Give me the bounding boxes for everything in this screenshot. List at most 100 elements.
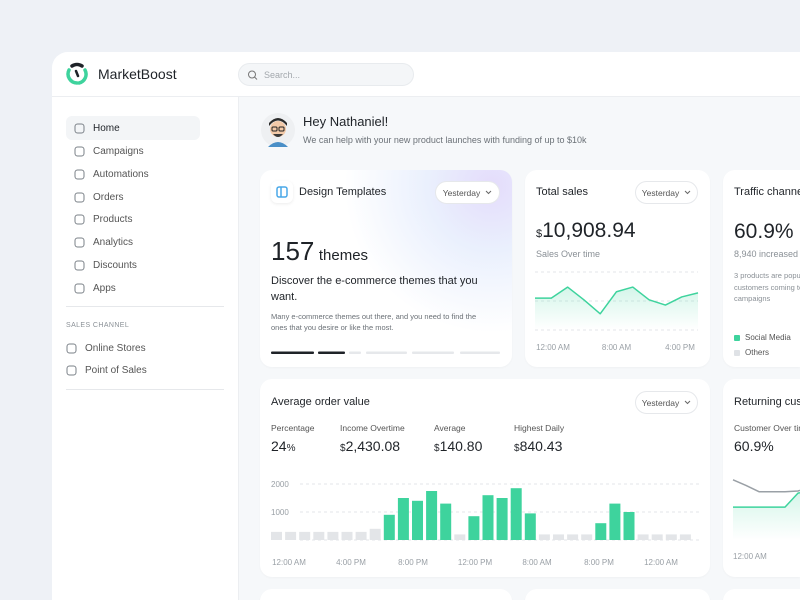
nav-item[interactable]: Apps <box>66 276 200 300</box>
section-title: SALES CHANNEL <box>66 322 130 329</box>
bar <box>454 534 466 540</box>
stat-number: 24 <box>271 438 287 454</box>
period: Yesterday <box>641 187 680 198</box>
bar <box>482 495 494 540</box>
bar <box>313 531 325 540</box>
search-box[interactable]: Search... <box>238 63 414 86</box>
app-name: MarketBoost <box>98 66 177 82</box>
bar <box>581 534 593 540</box>
x-label: 8:00 PM <box>584 558 614 567</box>
search-placeholder: Search... <box>264 69 301 80</box>
stat-currency: $ <box>434 443 440 454</box>
search-icon <box>248 70 258 80</box>
nav-label: Automations <box>93 168 149 180</box>
area-fill <box>535 287 698 330</box>
bar <box>567 534 579 540</box>
nav-item[interactable]: Campaigns <box>66 139 200 163</box>
card-title: Traffic channels <box>734 186 800 198</box>
nav-item[interactable]: Home <box>66 116 200 140</box>
nav-label: Home <box>93 122 120 134</box>
returning-value: 60.9% <box>734 438 774 454</box>
nav-item[interactable]: Products <box>66 207 200 231</box>
legend-swatch <box>734 334 740 341</box>
legend-item: Social Media <box>734 330 791 345</box>
area-fill <box>733 492 800 540</box>
nav-item[interactable]: Discounts <box>66 253 200 277</box>
nav-label: Apps <box>93 282 116 294</box>
card-peek <box>525 589 710 600</box>
amount: $10,908.94 <box>536 219 636 243</box>
x-label: 12:00 AM <box>272 558 306 567</box>
stat-unit: % <box>286 443 296 454</box>
bar <box>468 516 480 540</box>
line <box>732 479 800 493</box>
x-label: 12:00 AM <box>536 343 570 352</box>
period-dropdown[interactable]: Yesterday <box>635 181 698 204</box>
y-tick-label: 2000 <box>271 480 289 489</box>
x-label: 12:00 PM <box>458 558 493 567</box>
count: 157 <box>271 236 315 266</box>
bar <box>553 534 564 540</box>
bar <box>327 531 339 540</box>
stat-currency: $ <box>514 443 520 454</box>
bar <box>651 534 663 540</box>
order-card: Average order value Yesterday Percentage… <box>260 379 710 577</box>
nav-item[interactable]: Analytics <box>66 230 200 254</box>
stat-label: Highest Daily <box>514 423 565 433</box>
period-dropdown[interactable]: Yesterday <box>635 391 698 414</box>
period-dropdown[interactable]: Yesterday <box>435 181 500 204</box>
traffic-change: 8,940 increased <box>734 249 799 259</box>
bar <box>383 514 395 540</box>
avatar <box>261 113 295 147</box>
channel-label: Online Stores <box>85 342 146 354</box>
divider <box>66 389 224 390</box>
nav-item[interactable]: Automations <box>66 162 200 186</box>
channel-item[interactable]: Online Stores <box>58 336 192 360</box>
x-label: 8:00 PM <box>398 558 428 567</box>
description: Many e-commerce themes out there, and yo… <box>271 312 477 332</box>
period: Yesterday <box>641 397 680 408</box>
theme-count: 157 themes <box>271 236 368 267</box>
x-label: 4:00 PM <box>665 343 695 352</box>
divider <box>66 306 224 307</box>
stat-number: 840.43 <box>519 438 563 454</box>
legend-item: Others <box>734 345 791 360</box>
bar <box>397 498 409 540</box>
nav-label: Campaigns <box>93 145 144 157</box>
stat-label: Average <box>434 423 466 433</box>
bar <box>637 534 649 540</box>
nav-item[interactable]: Orders <box>66 185 200 209</box>
currency: $ <box>536 228 543 240</box>
stat-value: $840.43 <box>514 438 562 456</box>
bar <box>679 534 691 540</box>
order-chart: 1000 2000 12:00 AM 4:00 PM 8:00 PM 12:00 PM 8:… <box>271 480 700 567</box>
bar <box>341 531 353 540</box>
bar <box>623 512 635 540</box>
bar <box>524 513 536 540</box>
amount-value: 10,908.94 <box>542 219 636 242</box>
sidebar: SALES CHANNEL Home Campaigns Automations Or… <box>52 97 239 600</box>
returning-chart: 12:00 AM <box>732 479 800 561</box>
stat-value: $2,430.08 <box>340 438 400 456</box>
channel-item[interactable]: Point of Sales <box>58 358 192 382</box>
total-sales-card: Total sales Yesterday $10,908.94 Sales O… <box>525 170 710 367</box>
y-tick-label: 1000 <box>271 508 289 517</box>
x-label: 8:00 AM <box>602 343 632 352</box>
sales-chart: 12:00 AM 8:00 AM 4:00 PM <box>535 271 699 352</box>
bar <box>355 531 367 540</box>
count-unit: themes <box>318 247 369 264</box>
greeting-title: Hey Nathaniel! <box>303 114 389 129</box>
bar <box>299 531 311 540</box>
traffic-description: 3 products are popular with the new cust… <box>734 271 800 303</box>
stat-value: $140.80 <box>434 438 482 456</box>
bar <box>595 523 607 540</box>
card-title: Returning customers <box>734 396 800 408</box>
legend-label: Social Media <box>745 333 791 342</box>
card-title: Average order value <box>271 396 370 408</box>
header: MarketBoost Search... <box>52 52 800 97</box>
pager <box>271 351 500 354</box>
card-title: Total sales <box>536 186 588 198</box>
nav-label: Products <box>93 213 133 225</box>
nav-label: Discounts <box>93 259 137 271</box>
x-label: 12:00 AM <box>644 558 678 567</box>
